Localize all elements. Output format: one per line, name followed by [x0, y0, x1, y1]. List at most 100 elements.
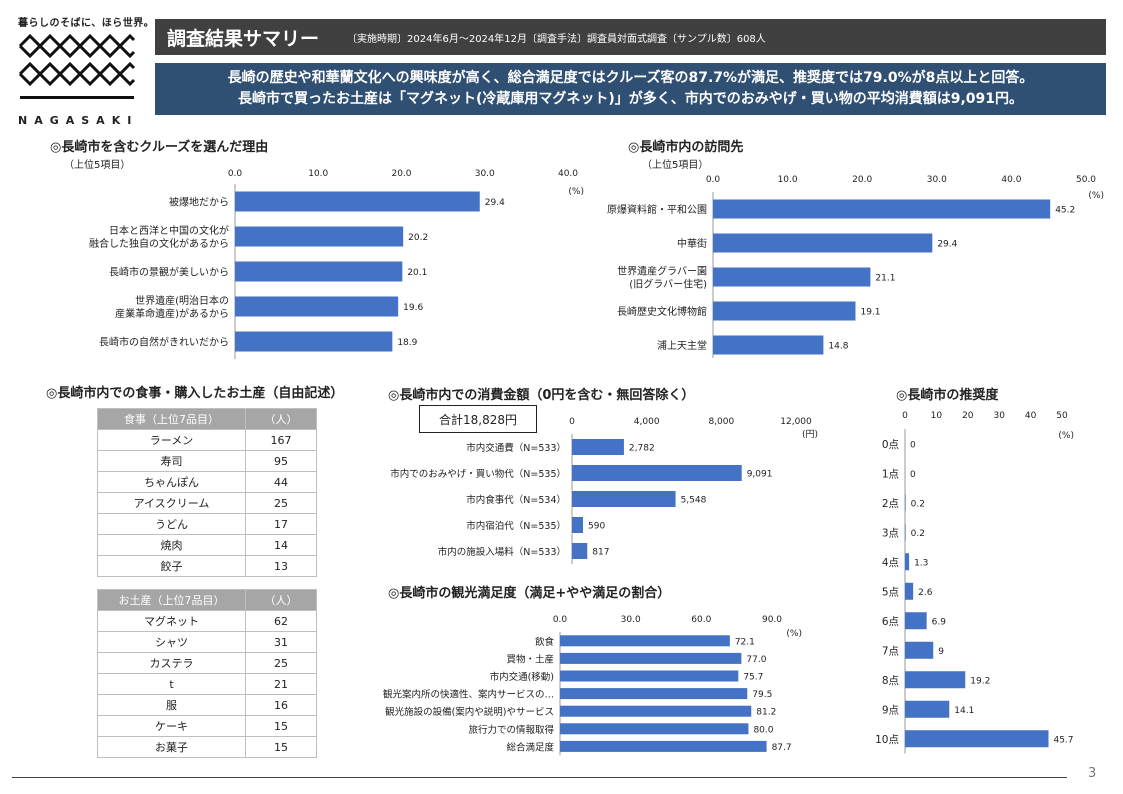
value-label: 9,091 — [747, 470, 773, 480]
bar — [560, 670, 739, 682]
souvenir-row: マグネット 62 — [97, 610, 317, 632]
value-label: 20.2 — [408, 233, 428, 243]
category-label: 旅行力での情報取得 — [468, 724, 554, 736]
food-row: 寿司 95 — [97, 450, 317, 472]
category-label: 世界遺産グラバー園 — [617, 265, 707, 278]
bar — [560, 740, 767, 752]
souvenir-count: 25 — [245, 652, 317, 674]
bar — [235, 226, 404, 247]
souvenir-count: 16 — [245, 694, 317, 716]
food-table: 食事（上位7品目） （人） ラーメン 167 寿司 95 ちゃんぽん 44 アイスクリーム 2… — [97, 408, 317, 577]
bar — [235, 261, 403, 282]
value-label: 9 — [938, 647, 944, 657]
reasons-title: ◎長崎市を含むクルーズを選んだ理由 — [50, 140, 269, 155]
category-label: 市内交通費（N=533） — [466, 442, 566, 454]
tick-label: 0.0 — [706, 175, 721, 185]
tick-label: 0 — [569, 417, 575, 427]
axis-unit: (円) — [802, 429, 818, 440]
bar — [560, 688, 748, 700]
value-label: 29.4 — [485, 198, 505, 208]
tick-label: 12,000 — [780, 417, 812, 427]
food-item: うどん — [97, 513, 246, 535]
category-label: 中華街 — [677, 237, 707, 250]
visits-subtitle: （上位5項目） — [642, 160, 709, 171]
tick-label: 10.0 — [778, 175, 798, 185]
title-bar: 調査結果サマリー 〔実施時期〕2024年6月～2024年12月〔調査手法〕調査員… — [155, 19, 1106, 55]
spending-total: 合計18,828円 — [419, 405, 537, 433]
bar — [572, 543, 588, 559]
bar — [560, 635, 730, 647]
bar — [713, 301, 856, 321]
category-label: 飲食 — [535, 636, 555, 648]
bar — [572, 491, 676, 507]
bar — [905, 700, 950, 718]
value-label: 0 — [910, 440, 916, 450]
page-number: 3 — [1088, 766, 1097, 781]
bar — [572, 439, 624, 455]
souvenir-item: マグネット — [97, 610, 246, 632]
food-item: 焼肉 — [97, 534, 246, 556]
value-label: 14.1 — [954, 706, 974, 716]
bar — [905, 730, 1049, 748]
value-label: 87.7 — [772, 743, 792, 753]
category-label: 長崎市の景観が美しいから — [109, 266, 229, 279]
food-row: 焼肉 14 — [97, 534, 317, 556]
value-label: 0.2 — [911, 529, 925, 539]
recommend-chart: 0 10 20 30 40 50 (%) 0点 0 1点 0 2点 0.2 3点 0.2 4点 1.3 5点 2.6… — [875, 411, 1074, 754]
category-label: 観光施設の設備(案内や説明)やサービス — [385, 706, 554, 718]
value-label: 45.7 — [1053, 735, 1073, 745]
tick-label: 0.0 — [228, 169, 243, 179]
souvenir-item: シャツ — [97, 631, 246, 653]
souvenir-row: ケーキ 15 — [97, 715, 317, 737]
axis-unit: (%) — [786, 629, 802, 639]
logo-tagline: 暮らしのそばに、ほら世界。 — [18, 18, 155, 29]
bar — [572, 465, 742, 481]
summary-line-1: 長崎の歴史や和華蘭文化への興味度が高く、総合満足度ではクルーズ客の87.7%が満… — [227, 70, 1034, 86]
category-label: 市内交通(移動) — [490, 671, 554, 683]
category-label: 総合満足度 — [506, 741, 554, 753]
category-label: 被爆地だから — [169, 196, 229, 209]
tick-label: 20 — [962, 411, 974, 421]
value-label: 14.8 — [828, 342, 848, 352]
value-label: 20.1 — [407, 268, 427, 278]
value-label: 2.6 — [918, 588, 933, 598]
tick-label: 30.0 — [475, 169, 495, 179]
food-count: 95 — [245, 450, 317, 472]
tick-label: 4,000 — [634, 417, 660, 427]
souvenir-header-count: （人） — [245, 589, 317, 611]
tick-label: 40 — [1025, 411, 1037, 421]
food-count: 17 — [245, 513, 317, 535]
category-label: 2点 — [882, 498, 899, 510]
food-item: 寿司 — [97, 450, 246, 472]
category-label: 10点 — [875, 734, 899, 746]
food-item: アイスクリーム — [97, 492, 246, 514]
food-header-item: 食事（上位7品目） — [97, 408, 246, 430]
value-label: 19.2 — [970, 676, 990, 686]
spending-chart: 0 4,000 8,000 12,000 (円) 市内交通費（N=533） 2,782 市内で… — [390, 417, 818, 564]
value-label: 590 — [588, 522, 605, 532]
category-label: 6点 — [882, 616, 899, 628]
tick-label: 30.0 — [621, 615, 641, 625]
food-count: 13 — [245, 555, 317, 577]
value-label: 80.0 — [753, 725, 773, 735]
bar — [905, 612, 927, 630]
tick-label: 40.0 — [558, 169, 578, 179]
logo-wordmark: NAGASAKI — [18, 114, 139, 127]
visits-chart: 0.0 10.0 20.0 30.0 40.0 50.0 (%) 原爆資料館・平和公園 45.2… — [607, 175, 1104, 358]
souvenir-item: お菓子 — [97, 736, 246, 758]
bar — [905, 553, 910, 571]
value-label: 18.9 — [397, 338, 417, 348]
food-row: ラーメン 167 — [97, 429, 317, 451]
tick-label: 90.0 — [762, 615, 782, 625]
food-row: 餃子 13 — [97, 555, 317, 577]
satisfaction-chart: 0.0 30.0 60.0 90.0 (%) 飲食 72.1 買物・土産 77.0 市内交通(移動… — [383, 615, 802, 756]
recommend-title: ◎長崎市の推奨度 — [896, 388, 999, 403]
bar — [905, 523, 906, 541]
souvenir-count: 15 — [245, 736, 317, 758]
bar — [905, 641, 934, 659]
souvenir-row: お菓子 15 — [97, 736, 317, 758]
tick-label: 8,000 — [708, 417, 734, 427]
category-label: 9点 — [882, 704, 899, 716]
purchases-title: ◎長崎市内での食事・購入したお土産（自由記述） — [46, 386, 344, 401]
category-label: 浦上天主堂 — [657, 339, 707, 352]
